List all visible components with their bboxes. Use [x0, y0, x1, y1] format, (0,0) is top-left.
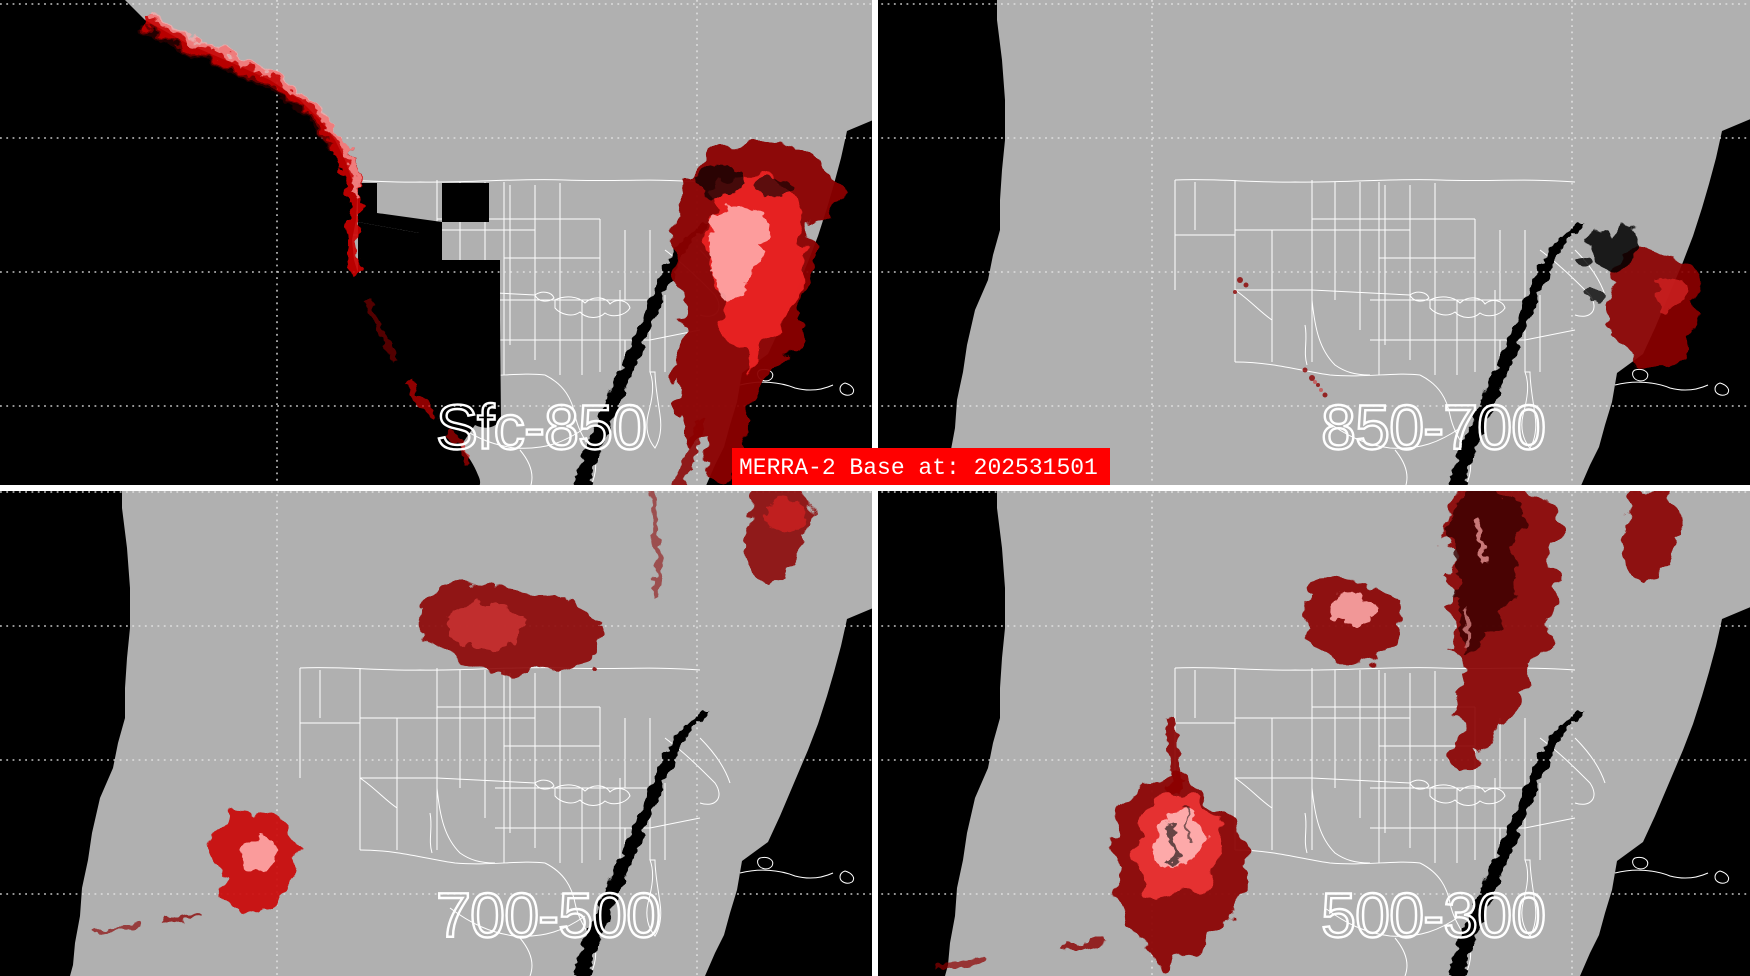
svg-text:MERRA-2 Base at: 202531501: MERRA-2 Base at: 202531501 — [739, 455, 1098, 481]
